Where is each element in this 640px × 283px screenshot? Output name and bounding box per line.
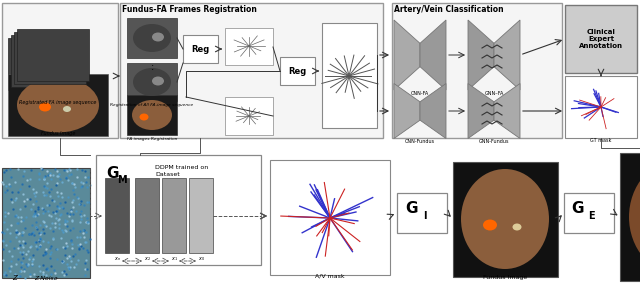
Ellipse shape <box>152 76 164 85</box>
Text: :: : <box>150 62 154 72</box>
Bar <box>11 35 83 87</box>
Bar <box>8 38 80 90</box>
Bar <box>392 3 562 138</box>
Text: FA images Registration: FA images Registration <box>127 137 177 141</box>
Bar <box>2 3 118 138</box>
Ellipse shape <box>17 78 99 132</box>
Text: Z: Z <box>12 275 17 281</box>
Ellipse shape <box>133 68 171 96</box>
Text: Artery/Vein Classification: Artery/Vein Classification <box>394 5 504 14</box>
Bar <box>453 162 558 277</box>
Text: $x_2$: $x_2$ <box>143 255 150 263</box>
Bar <box>8 74 108 136</box>
Text: Registrated FA image sequence: Registrated FA image sequence <box>19 100 97 105</box>
Bar <box>162 178 186 253</box>
Bar <box>397 193 447 233</box>
Bar <box>225 28 273 65</box>
Bar <box>280 57 315 85</box>
Text: Registration of All FA-image sequence: Registration of All FA-image sequence <box>110 103 194 107</box>
Bar <box>183 35 218 63</box>
Ellipse shape <box>461 169 549 269</box>
Text: $\mathbf{G}$: $\mathbf{G}$ <box>572 200 585 216</box>
Text: CNN-FA: CNN-FA <box>411 91 429 96</box>
Polygon shape <box>494 20 520 90</box>
Bar <box>564 193 614 233</box>
Bar <box>127 63 177 101</box>
Bar <box>322 23 377 128</box>
Text: Fundus Image: Fundus Image <box>41 131 75 136</box>
Text: $\mathbf{G}$: $\mathbf{G}$ <box>405 200 419 216</box>
Ellipse shape <box>39 102 51 112</box>
Ellipse shape <box>629 160 640 275</box>
Ellipse shape <box>49 53 63 63</box>
Polygon shape <box>468 20 494 90</box>
Ellipse shape <box>152 33 164 42</box>
Bar <box>620 153 640 281</box>
Text: Z Noise: Z Noise <box>34 276 58 281</box>
Bar <box>105 178 129 253</box>
Text: Fundus-FA Frames Registration: Fundus-FA Frames Registration <box>122 5 257 14</box>
Polygon shape <box>420 83 446 138</box>
Bar <box>96 155 261 265</box>
Text: $x_n$: $x_n$ <box>113 255 120 263</box>
Polygon shape <box>420 20 446 90</box>
Bar <box>2 168 90 278</box>
Bar <box>127 95 177 135</box>
Bar <box>565 76 637 138</box>
Polygon shape <box>394 83 420 138</box>
Bar <box>135 178 159 253</box>
Ellipse shape <box>132 100 172 130</box>
Polygon shape <box>394 20 420 90</box>
Text: CNN-Fundus: CNN-Fundus <box>405 139 435 144</box>
Ellipse shape <box>133 24 171 52</box>
Text: A/V mask: A/V mask <box>315 273 345 278</box>
Bar <box>565 5 637 73</box>
Text: GNN–FA: GNN–FA <box>484 91 504 96</box>
Bar <box>14 32 86 84</box>
Ellipse shape <box>26 36 81 74</box>
Text: $x_0$: $x_0$ <box>198 255 205 263</box>
Ellipse shape <box>140 113 148 121</box>
Bar <box>120 3 383 138</box>
Text: $\mathbf{G}$: $\mathbf{G}$ <box>106 165 120 181</box>
Text: Reg: Reg <box>191 44 210 53</box>
Bar <box>225 97 273 135</box>
Text: DDPM trained on
Dataset: DDPM trained on Dataset <box>155 165 208 177</box>
Bar <box>17 29 89 81</box>
Bar <box>127 18 177 58</box>
Bar <box>270 160 390 275</box>
Text: GNN-Fundus: GNN-Fundus <box>479 139 509 144</box>
Text: Reg: Reg <box>289 67 307 76</box>
Text: $\mathbf{I}$: $\mathbf{I}$ <box>422 209 428 221</box>
Text: Fundus Image: Fundus Image <box>483 275 527 280</box>
Polygon shape <box>468 83 494 138</box>
Polygon shape <box>494 83 520 138</box>
Bar <box>189 178 213 253</box>
Text: $x_1$: $x_1$ <box>171 255 177 263</box>
Text: Clinical
Expert
Annotation: Clinical Expert Annotation <box>579 29 623 50</box>
Ellipse shape <box>63 106 71 112</box>
Ellipse shape <box>513 224 522 230</box>
Text: $\mathbf{M}$: $\mathbf{M}$ <box>116 173 127 185</box>
Text: GT mask: GT mask <box>590 138 612 143</box>
Text: $\mathbf{E}$: $\mathbf{E}$ <box>588 209 596 221</box>
Ellipse shape <box>483 220 497 230</box>
